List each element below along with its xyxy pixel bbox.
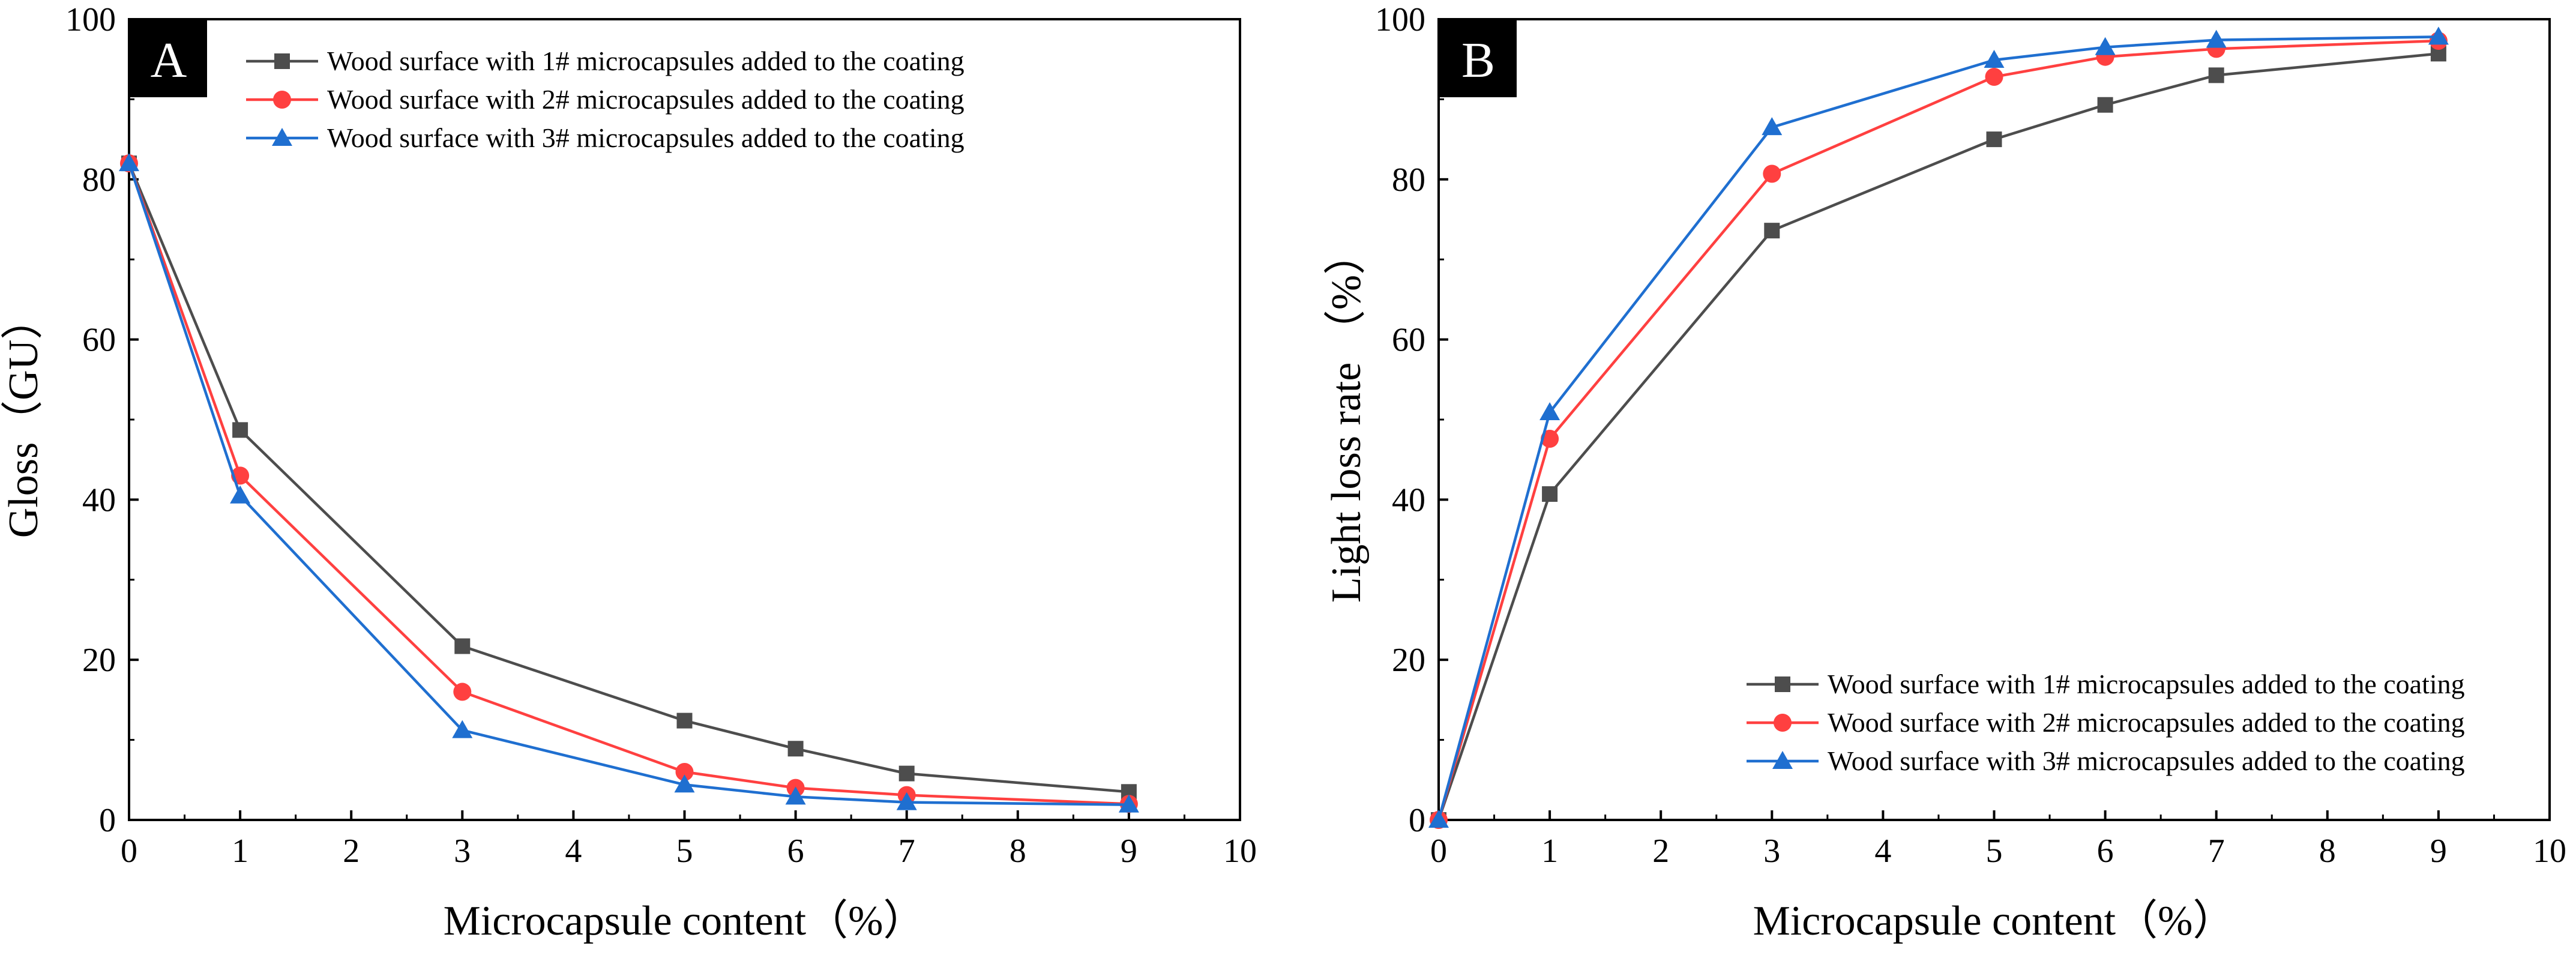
panel-b-y-tick-label: 100 [1375, 1, 1425, 38]
panel-b-series-1-point [1986, 131, 2002, 148]
panel-b-series-1-point [1764, 223, 1780, 239]
panel-a-series-3-point [1118, 794, 1139, 813]
panel-b-series-3-point [1762, 117, 1783, 136]
panel-a-x-tick-label: 10 [1223, 833, 1257, 870]
panel-b-y-tick-label: 20 [1392, 642, 1425, 679]
panel-b-series-3-point [1984, 50, 2005, 68]
panel-a-series-1-point [676, 712, 693, 729]
panel-a-x-tick-label: 0 [121, 833, 137, 870]
panel-b-y-axis-title: Light loss rate （%） [1323, 233, 1370, 603]
panel-b-x-tick-label: 10 [2533, 833, 2566, 870]
panel-b-label-box [1440, 20, 1517, 97]
panel-a-y-tick-label: 80 [82, 161, 116, 199]
panel-a-series-2-point [675, 762, 694, 781]
panel-b-legend-marker-1 [1775, 676, 1790, 692]
panel-b-series-3-point [2428, 26, 2449, 45]
panel-b-x-tick-label: 2 [1652, 833, 1669, 870]
panel-a-series-3-point [896, 792, 917, 810]
panel-b-series-3-point [2206, 29, 2227, 48]
panel-b-series-3-point [2095, 37, 2116, 55]
panel-b-legend-marker-3 [1772, 751, 1793, 769]
panel-b-legend-marker-2 [1774, 714, 1792, 732]
panel-b-series-1-point [2208, 67, 2224, 83]
panel-a-y-tick-label: 60 [82, 322, 116, 359]
panel-a-x-tick-label: 3 [454, 833, 471, 870]
panel-a-series-2-point [453, 682, 472, 701]
panel-a-series-3-point [230, 485, 251, 504]
panel-a-y-tick-label: 0 [99, 802, 116, 839]
panel-a-x-tick-label: 1 [232, 833, 248, 870]
panel-b-x-tick-label: 5 [1986, 833, 2003, 870]
panel-b-series-3-point [1539, 402, 1560, 420]
panel-b-series-2-point [1763, 164, 1781, 183]
panel-a-series-1-line [127, 163, 1130, 794]
panel-a-legend-marker-1 [274, 53, 290, 69]
panel-b-legend-label-2: Wood surface with 2# microcapsules added… [1828, 707, 2465, 738]
panel-b-series-2-point [1985, 68, 2003, 86]
panel-a-x-tick-label: 8 [1010, 833, 1026, 870]
panel-b-series-1-line [1437, 52, 2439, 821]
chart-panel-b: Microcapsule content（%） Light loss rate … [1323, 1, 2566, 944]
panel-b-x-tick-label: 9 [2430, 833, 2447, 870]
panel-b-x-tick-label: 8 [2319, 833, 2336, 870]
panel-b-series-3-line [1437, 35, 2439, 821]
panel-b-x-tick-label: 4 [1874, 833, 1891, 870]
panel-b-series-1-point [1542, 486, 1558, 502]
panel-a-legend-marker-2 [273, 91, 291, 109]
panel-a-series-3-point [785, 786, 806, 805]
panel-b-x-tick-label: 1 [1541, 833, 1558, 870]
panel-a-series-3-point [674, 774, 695, 793]
panel-a-legend-marker-3 [272, 128, 292, 146]
panel-a-series-1-point [898, 765, 915, 782]
panel-a-label-box [130, 20, 207, 97]
panel-b-y-tick-label: 80 [1392, 161, 1425, 199]
panel-b-x-tick-label: 0 [1430, 833, 1447, 870]
panel-a-series-1-point [454, 638, 471, 654]
panel-b-series-2-line [1437, 39, 2439, 821]
panel-a-label: A [151, 32, 187, 88]
panel-a-legend-label-2: Wood surface with 2# microcapsules added… [327, 84, 964, 115]
chart-panel-a: Microcapsule content（%） Gloss（GU） 0 1 2 3 4 5… [1, 1, 1257, 944]
panel-b-legend-label-1: Wood surface with 1# microcapsules added… [1828, 669, 2465, 699]
panel-a-series-3-point [119, 153, 139, 172]
panel-a-x-tick-label: 7 [898, 833, 915, 870]
panel-b-y-tick-label: 60 [1392, 322, 1425, 359]
panel-a-series-1-point [232, 422, 248, 438]
panel-a-x-axis-title: Microcapsule content（%） [444, 898, 925, 944]
panel-a-x-tick-label: 6 [787, 833, 804, 870]
panel-b-series-3-point [1428, 810, 1449, 828]
panel-b-x-axis-title: Microcapsule content（%） [1753, 898, 2235, 944]
panel-a-series-2-line [127, 163, 1129, 806]
panel-a-series-3-line [127, 163, 1129, 806]
panel-a-series-1-point [787, 741, 804, 757]
panel-b-y-tick-label: 40 [1392, 481, 1425, 519]
panel-a-legend-label-1: Wood surface with 1# microcapsules added… [327, 46, 964, 76]
panel-b-series-1-point [2097, 97, 2113, 113]
panel-a-x-tick-label: 9 [1121, 833, 1137, 870]
panel-a-x-tick-label: 2 [343, 833, 360, 870]
panel-a-y-tick-label: 40 [82, 481, 116, 519]
panel-a-y-tick-label: 100 [65, 1, 116, 38]
panel-b-label: B [1461, 32, 1495, 88]
panel-a-y-axis-title: Gloss（GU） [1, 298, 47, 538]
panel-a-legend-label-3: Wood surface with 3# microcapsules added… [327, 122, 964, 153]
panel-a-x-tick-label: 4 [565, 833, 582, 870]
panel-b-series-2-point [1541, 430, 1559, 448]
panel-b-legend-label-3: Wood surface with 3# microcapsules added… [1828, 746, 2465, 776]
panel-b-x-tick-label: 6 [2097, 833, 2114, 870]
panel-b-x-tick-label: 7 [2208, 833, 2225, 870]
panel-a-x-tick-label: 5 [676, 833, 693, 870]
panel-b-x-tick-label: 3 [1763, 833, 1780, 870]
panel-a-y-tick-label: 20 [82, 642, 116, 679]
panel-a-series-3-point [452, 720, 473, 738]
panel-b-y-tick-label: 0 [1409, 802, 1425, 839]
